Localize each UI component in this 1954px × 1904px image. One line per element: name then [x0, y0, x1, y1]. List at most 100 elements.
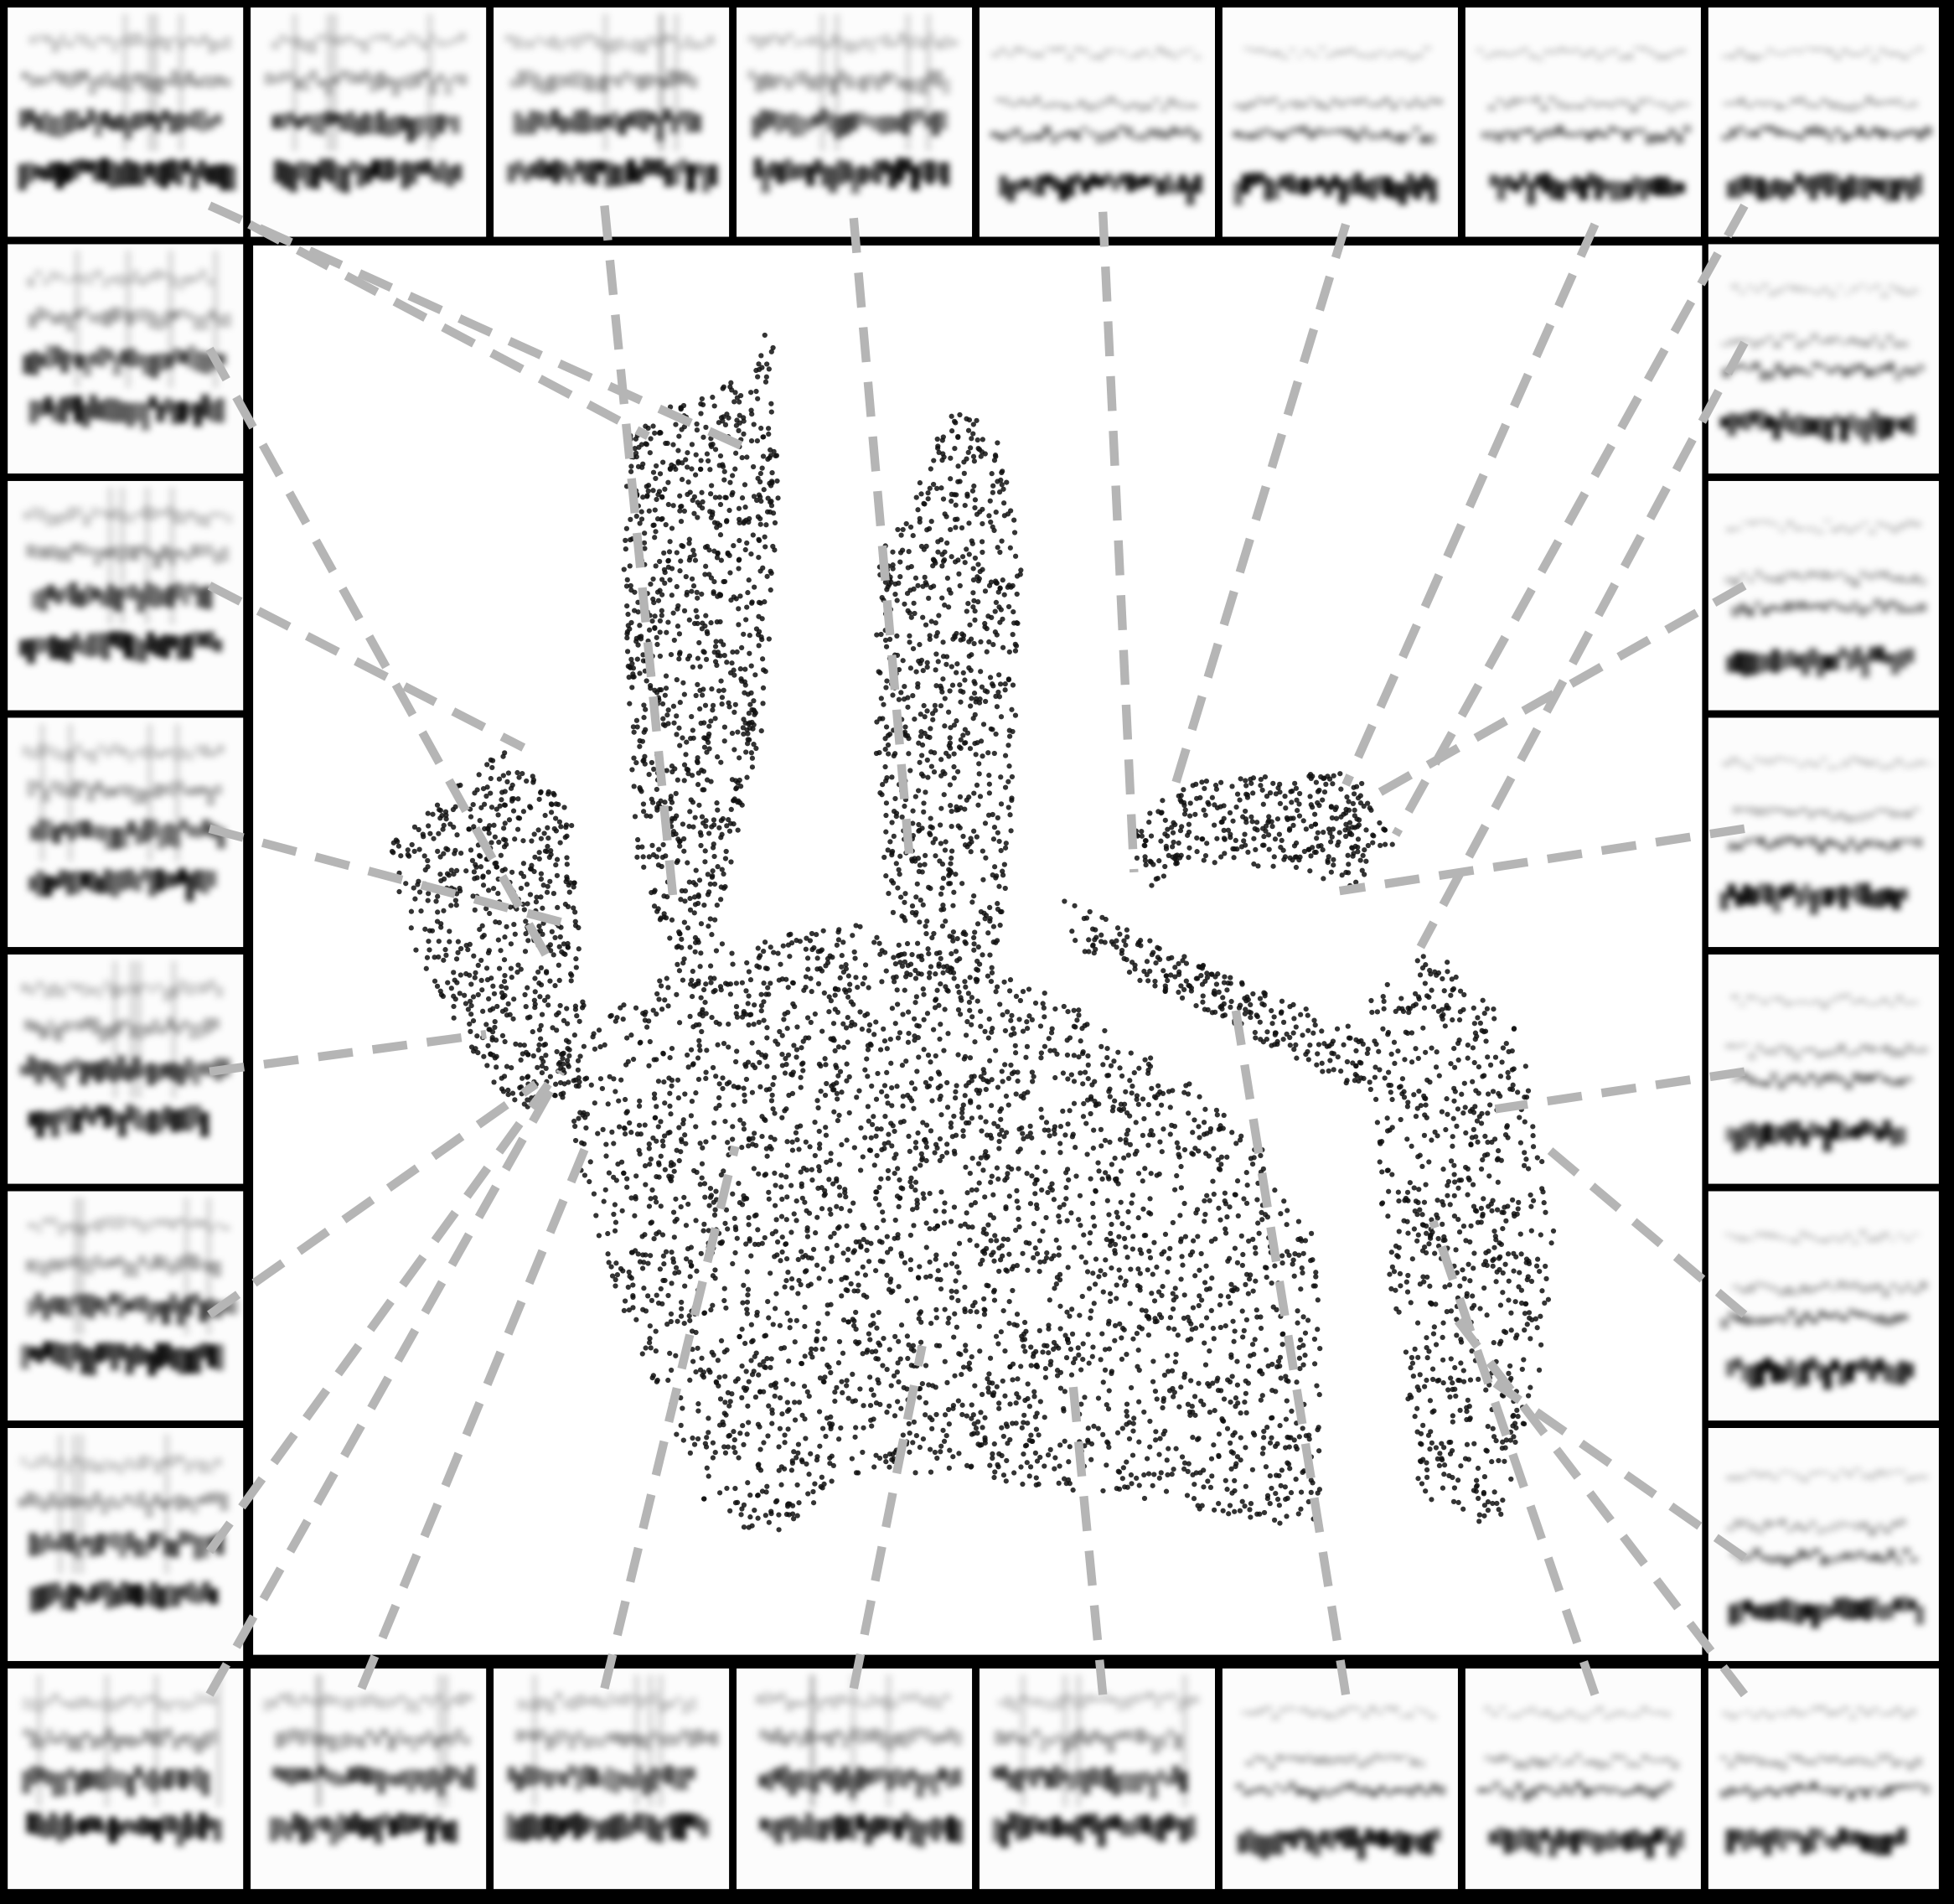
point: [990, 811, 995, 818]
band-cell: [376, 71, 385, 90]
band-cell: [1170, 53, 1180, 60]
band-cell: [102, 1343, 112, 1360]
band-cell: [1077, 99, 1087, 107]
point: [660, 841, 666, 848]
band-cell: [1000, 1765, 1009, 1780]
point: [710, 510, 716, 515]
band-cell: [566, 1765, 576, 1777]
band-cell: [1256, 173, 1265, 184]
point: [557, 1002, 563, 1009]
band-cell: [65, 1343, 75, 1371]
point: [987, 498, 993, 504]
band-cell: [101, 786, 111, 799]
point: [573, 965, 579, 970]
band-cell: [278, 34, 287, 44]
band-cell: [669, 35, 678, 42]
point: [940, 876, 947, 882]
point: [576, 946, 582, 952]
band-cell: [87, 1348, 97, 1376]
band-cell: [1740, 1124, 1750, 1149]
band-cell: [807, 76, 816, 91]
band-cell: [1890, 526, 1900, 534]
band-cell: [1015, 1813, 1024, 1841]
band-cell: [195, 1022, 205, 1038]
point: [538, 876, 545, 882]
point: [623, 537, 628, 543]
band-cell: [595, 1821, 604, 1842]
spectrogram: [1708, 7, 1939, 237]
band-cell: [292, 1697, 302, 1709]
point: [714, 800, 720, 806]
band-cell: [1898, 1518, 1907, 1526]
band-cell: [1818, 1705, 1827, 1711]
band-cell: [50, 70, 59, 81]
point: [711, 403, 717, 409]
band-cell: [1677, 49, 1687, 54]
band-cell: [923, 1821, 933, 1836]
band-cell: [1755, 1472, 1765, 1479]
band-cell: [449, 1696, 459, 1705]
point: [737, 537, 742, 544]
band-cell: [1742, 1316, 1752, 1326]
band-cell: [1041, 1699, 1051, 1710]
band-cell: [1171, 1765, 1181, 1784]
point: [745, 590, 751, 596]
band-cell: [1755, 1043, 1765, 1051]
point: [1001, 592, 1007, 598]
band-cell: [1819, 1555, 1829, 1566]
band-cell: [1149, 1820, 1159, 1839]
band-cell: [1867, 1045, 1876, 1053]
band-cell: [1774, 362, 1783, 373]
band-cell: [1431, 1829, 1441, 1841]
band-cell: [1858, 1285, 1869, 1293]
point: [558, 1091, 564, 1097]
band-cell: [43, 75, 53, 85]
band-cell: [1154, 128, 1164, 138]
band-cell: [837, 37, 846, 50]
band-cell: [429, 1767, 438, 1788]
point: [892, 751, 898, 757]
band-cell: [1911, 807, 1920, 812]
band-cell: [163, 1700, 173, 1713]
point: [766, 366, 772, 372]
band-cell: [1420, 173, 1430, 192]
point: [710, 394, 716, 401]
band-cell: [1769, 1232, 1778, 1239]
band-cell: [1610, 49, 1620, 53]
band-cell: [41, 1454, 51, 1466]
band-cell: [85, 1815, 96, 1832]
point: [883, 685, 889, 691]
band-cell: [44, 1770, 54, 1786]
band-cell: [179, 1734, 189, 1743]
band-cell: [820, 165, 830, 187]
band-cell: [189, 1254, 199, 1270]
band-cell: [1659, 101, 1668, 108]
band-cell: [1012, 127, 1021, 136]
band-cell: [1874, 1072, 1884, 1079]
streak: [292, 13, 298, 152]
band-cell: [1295, 1787, 1305, 1796]
band-cell: [1836, 1280, 1846, 1289]
band-cell: [1843, 292, 1852, 296]
band-cell: [654, 1821, 664, 1843]
point: [663, 686, 669, 691]
band-cell: [93, 1817, 103, 1833]
band-cell: [110, 78, 120, 89]
band-cell: [618, 1813, 627, 1839]
point: [991, 825, 998, 830]
band-cell: [1806, 1234, 1816, 1239]
band-cell: [59, 751, 68, 763]
band-cell: [1237, 1834, 1247, 1854]
band-cell: [58, 870, 68, 887]
band-cell: [544, 163, 554, 178]
band-cell: [1848, 364, 1858, 375]
band-cell: [1854, 1311, 1864, 1317]
band-cell: [159, 161, 169, 189]
streak: [103, 1674, 111, 1808]
band-cell: [143, 1025, 152, 1036]
band-cell: [1756, 177, 1766, 201]
band-cell: [1770, 1363, 1780, 1384]
band-cell: [592, 77, 601, 92]
point: [565, 944, 571, 950]
band-cell: [1822, 1074, 1831, 1082]
